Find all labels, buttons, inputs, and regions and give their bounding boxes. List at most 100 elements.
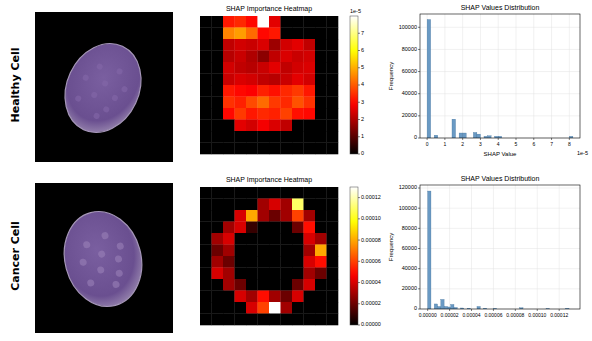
grid-line — [462, 14, 463, 138]
grid-line — [493, 185, 494, 309]
heatmap-cell — [246, 120, 258, 132]
grid-line — [515, 185, 516, 309]
heatmap-cell — [223, 279, 235, 291]
heatmap-cell — [292, 199, 304, 211]
heatmap-cell — [223, 28, 235, 40]
heatmap-cell — [315, 39, 327, 51]
heatmap-cell — [223, 187, 235, 199]
grid-line — [420, 93, 580, 94]
colorbar-tick-label: 3 — [361, 99, 364, 105]
heatmap-cell — [269, 245, 281, 257]
row-label: Cancer Cell — [9, 221, 22, 291]
heatmap-cell — [235, 143, 247, 155]
heatmap-cell — [269, 131, 281, 143]
colorbar-tick — [358, 261, 360, 262]
y-tick-label: 0 — [414, 305, 417, 311]
heatmap-cell — [281, 51, 293, 63]
x-tick-label: 5 — [515, 141, 518, 147]
heatmap-cell — [223, 256, 235, 268]
heatmap-cell — [200, 268, 212, 280]
heatmap-cell — [212, 233, 224, 245]
grid-line — [420, 49, 580, 50]
heatmap-cell — [258, 28, 270, 40]
heatmap-cell — [258, 256, 270, 268]
grid-line — [569, 14, 570, 138]
grid-line — [420, 268, 580, 269]
y-axis-label: Frequency — [388, 233, 394, 261]
heatmap-cell — [281, 268, 293, 280]
heatmap-cell — [292, 268, 304, 280]
bars — [428, 191, 569, 309]
heatmap-cell — [246, 143, 258, 155]
x-tick — [559, 309, 560, 311]
heatmap-cell — [258, 314, 270, 326]
heatmap-cell — [292, 314, 304, 326]
heatmap-cell — [292, 279, 304, 291]
heatmap-cell — [304, 51, 316, 63]
colorbar-tick — [358, 303, 360, 304]
heatmap-cell — [212, 85, 224, 97]
y-tick-label: 40000 — [402, 265, 417, 271]
histogram-bar — [444, 306, 447, 309]
heatmap-cell — [281, 291, 293, 303]
heatmap-cell — [327, 279, 339, 291]
cell-texture — [102, 105, 110, 113]
heatmap-cell — [212, 143, 224, 155]
y-tick — [418, 71, 420, 72]
x-tick-label: 0.00006 — [484, 312, 502, 318]
heatmap-cell — [304, 256, 316, 268]
grid-line — [551, 14, 552, 138]
heatmap-cell — [200, 210, 212, 222]
heatmap-cell — [292, 291, 304, 303]
heatmap-cell — [327, 245, 339, 257]
heatmap-cell — [223, 62, 235, 74]
colorbar-tick — [358, 154, 360, 155]
heatmap-cell — [304, 97, 316, 109]
heatmap-cell — [200, 85, 212, 97]
cell-texture — [82, 74, 90, 82]
heatmap-cell — [223, 16, 235, 28]
y-tick-label: 40000 — [402, 90, 417, 96]
x-tick-label: 0.00004 — [462, 312, 480, 318]
heatmap-cell — [258, 302, 270, 314]
cell-texture — [101, 79, 109, 87]
y-tick-label: 100000 — [399, 24, 417, 30]
cell-texture — [96, 266, 105, 275]
heatmap-cell — [281, 233, 293, 245]
heatmap-cell — [281, 222, 293, 234]
heatmap-cell — [269, 199, 281, 211]
x-tick-label: 2 — [461, 141, 464, 147]
grid-line — [533, 14, 534, 138]
heatmap-cell — [200, 16, 212, 28]
grid-line — [420, 115, 580, 116]
y-tick — [418, 27, 420, 28]
heatmap-cell — [235, 268, 247, 280]
heatmap-cell — [223, 291, 235, 303]
heatmap-cell — [246, 268, 258, 280]
y-tick — [418, 268, 420, 269]
heatmap-cell — [258, 108, 270, 120]
grid-line — [420, 71, 580, 72]
heatmap-cell — [223, 222, 235, 234]
heatmap-cell — [200, 39, 212, 51]
image-background — [35, 12, 173, 162]
heatmap-cell — [281, 97, 293, 109]
x-tick — [493, 309, 494, 311]
colorbar-tick — [358, 197, 360, 198]
heatmap-cell — [269, 233, 281, 245]
grid-line — [420, 188, 580, 189]
grid-line — [537, 185, 538, 309]
heatmap-cell — [327, 97, 339, 109]
y-tick-label: 120000 — [399, 184, 417, 190]
heatmap-cell — [315, 28, 327, 40]
y-tick — [418, 93, 420, 94]
heatmap-cell — [246, 314, 258, 326]
heatmap-cell — [223, 131, 235, 143]
cell-texture — [101, 231, 110, 240]
heatmap-cell — [281, 120, 293, 132]
x-tick-label: 0.00008 — [506, 312, 524, 318]
cell-body — [51, 31, 155, 145]
x-tick — [515, 309, 516, 311]
x-tick — [480, 138, 481, 140]
x-tick — [551, 138, 552, 140]
